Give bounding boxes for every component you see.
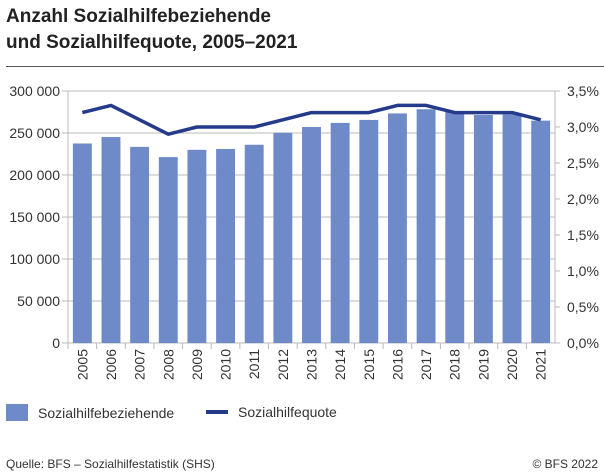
x-tick-label: 2014 [332, 349, 348, 380]
bar [216, 148, 236, 343]
y-right-tick-label: 1,5% [567, 227, 599, 243]
y-left-tick-label: 300 000 [9, 83, 60, 99]
bar [502, 114, 522, 343]
y-left-tick-label: 250 000 [9, 125, 60, 141]
x-tick-label: 2006 [103, 349, 119, 380]
y-left-tick-label: 100 000 [9, 251, 60, 267]
legend-label-bars: Sozialhilfebeziehende [38, 404, 175, 421]
bar [302, 126, 321, 344]
chart-title: Anzahl Sozialhilfebeziehende und Sozialh… [6, 4, 297, 56]
title-line-1: Anzahl Sozialhilfebeziehende [6, 6, 271, 27]
legend-item-bars: Sozialhilfebeziehende [6, 404, 174, 421]
bar [330, 122, 350, 343]
x-tick-label: 2009 [189, 349, 205, 380]
bar [473, 115, 493, 343]
x-tick-label: 2013 [304, 349, 320, 380]
x-tick-label: 2010 [218, 349, 234, 380]
y-right-tick-label: 2,0% [567, 191, 599, 207]
x-tick-label: 2011 [246, 349, 262, 379]
bar [387, 113, 407, 343]
y-right-tick-label: 0,5% [567, 299, 599, 315]
bar [445, 111, 465, 343]
bar [273, 132, 293, 343]
bar [416, 109, 436, 343]
x-tick-label: 2015 [361, 349, 377, 380]
line-sozialhilfequote [81, 103, 542, 136]
y-left-tick-label: 50 000 [17, 293, 60, 309]
bar [101, 137, 121, 343]
y-left-tick-label: 0 [52, 335, 60, 351]
x-tick-label: 2005 [74, 349, 90, 380]
x-tick-label: 2019 [475, 349, 491, 380]
legend-item-line: Sozialhilfequote [206, 404, 337, 420]
x-tick-label: 2008 [160, 349, 176, 380]
y-right-tick-label: 2,5% [567, 155, 599, 171]
y-left-tick-label: 150 000 [9, 209, 60, 225]
x-tick-label: 2021 [533, 349, 549, 380]
x-tick-label: 2016 [389, 349, 405, 380]
y-right-tick-label: 1,0% [567, 263, 599, 279]
title-line-2: und Sozialhilfequote, 2005–2021 [6, 32, 298, 53]
x-tick-label: 2007 [132, 349, 148, 380]
title-rule [6, 66, 604, 67]
bar [244, 144, 264, 343]
bar [359, 119, 379, 344]
legend-swatch-bars [6, 404, 28, 421]
x-tick-label: 2017 [418, 349, 434, 380]
bar [531, 120, 551, 343]
bar [72, 143, 92, 343]
y-right-tick-label: 0,0% [567, 335, 599, 351]
bar [158, 157, 178, 343]
y-right-tick-label: 3,5% [567, 83, 599, 99]
source-note: Quelle: BFS – Sozialhilfestatistik (SHS) [6, 457, 215, 471]
x-tick-label: 2012 [275, 349, 291, 380]
legend-label-line: Sozialhilfequote [238, 404, 337, 420]
legend-swatch-line [206, 410, 228, 414]
y-right-tick-label: 3,0% [567, 119, 599, 135]
bar [130, 146, 150, 343]
bar [187, 149, 207, 343]
y-left-tick-label: 200 000 [9, 167, 60, 183]
x-tick-label: 2018 [447, 349, 463, 380]
x-tick-label: 2020 [504, 349, 520, 380]
copyright: © BFS 2022 [532, 457, 598, 471]
